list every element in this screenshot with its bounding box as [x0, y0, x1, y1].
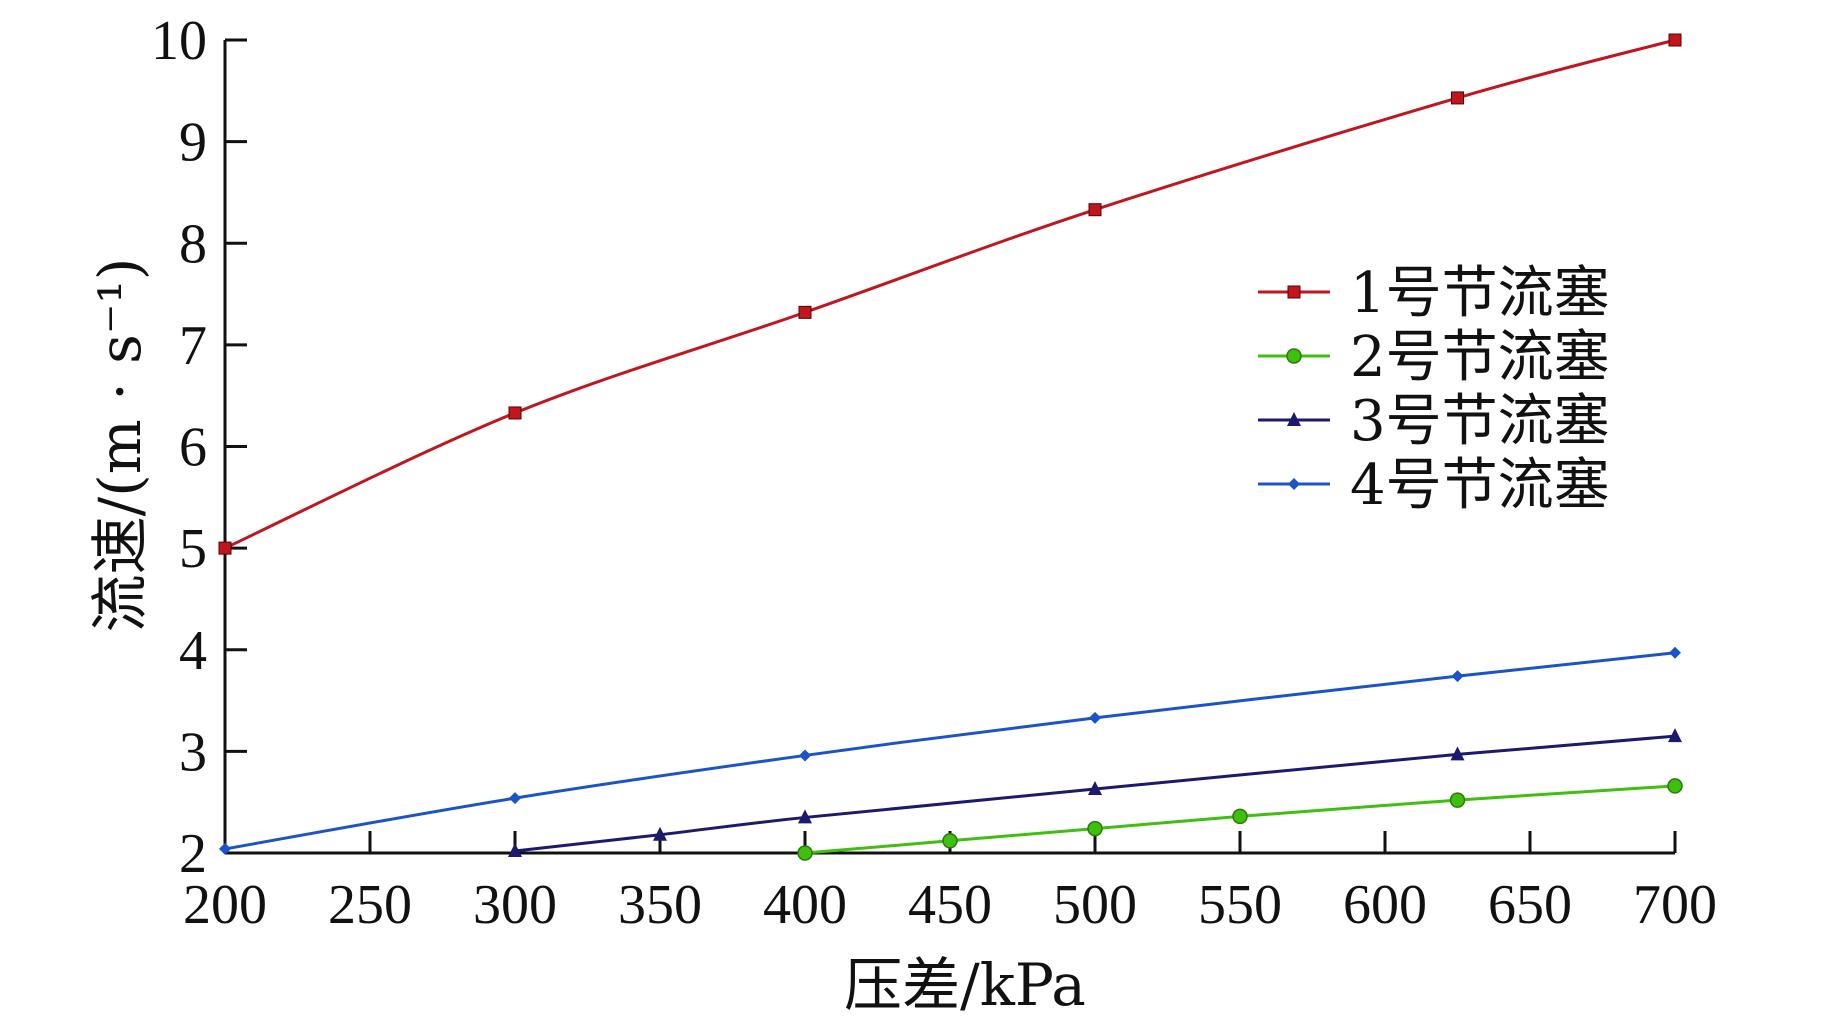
- y-tick-label: 3: [179, 721, 207, 783]
- y-tick-label: 10: [151, 10, 207, 72]
- y-tick-label: 2: [179, 823, 207, 885]
- x-tick-label: 250: [328, 874, 412, 936]
- x-tick-label: 650: [1488, 874, 1572, 936]
- series-markers: [218, 33, 1683, 861]
- data-point-series-4: [219, 842, 231, 855]
- y-ticks: 2 3 4 5 6 7 8 9 10: [151, 10, 247, 885]
- y-tick-label: 5: [179, 518, 207, 580]
- x-axis-label: 压差/kPa: [844, 951, 1086, 1016]
- data-point-series-2: [1087, 820, 1103, 837]
- x-tick-label: 200: [183, 874, 267, 936]
- y-tick-label: 9: [179, 112, 207, 174]
- legend-marker: [1287, 285, 1301, 299]
- legend-item-1: 1号节流塞: [1258, 261, 1610, 326]
- legend-marker: [1286, 348, 1302, 364]
- data-point-series-3: [653, 826, 667, 841]
- data-point-series-1: [218, 541, 232, 555]
- x-tick-label: 700: [1633, 874, 1717, 936]
- y-axis-label: 流速/(m · s⁻¹): [86, 258, 154, 633]
- data-point-series-3: [508, 842, 522, 857]
- data-point-series-2: [1449, 792, 1466, 808]
- data-point-series-3: [798, 809, 812, 824]
- x-ticks: 200 250 300 350 400 450 500 550 600 650 700: [183, 831, 1717, 936]
- x-tick-label: 600: [1343, 874, 1427, 936]
- legend-item-2: 2号节流塞: [1258, 325, 1610, 390]
- data-point-series-1: [798, 305, 812, 319]
- x-tick-label: 400: [763, 874, 847, 936]
- data-point-series-2: [797, 845, 813, 861]
- data-point-series-4: [1669, 646, 1681, 659]
- data-point-series-2: [1232, 808, 1248, 825]
- legend-label: 1号节流塞: [1350, 261, 1610, 326]
- x-tick-label: 550: [1198, 874, 1282, 936]
- data-point-series-3: [1668, 728, 1682, 743]
- data-point-series-3: [1450, 746, 1465, 761]
- x-tick-label: 300: [473, 874, 557, 936]
- legend-item-4: 4号节流塞: [1258, 453, 1610, 518]
- data-point-series-1: [1668, 33, 1682, 47]
- data-point-series-2: [1667, 778, 1683, 794]
- x-tick-label: 350: [618, 874, 702, 936]
- y-tick-label: 8: [179, 213, 207, 275]
- y-tick-label: 6: [179, 417, 207, 479]
- legend-marker: [1287, 412, 1301, 426]
- data-point-series-1: [508, 406, 522, 420]
- data-point-series-1: [1088, 203, 1102, 217]
- legend-label: 3号节流塞: [1350, 389, 1610, 454]
- x-tick-label: 450: [908, 874, 992, 936]
- data-point-series-4: [1089, 711, 1101, 724]
- y-tick-label: 4: [179, 620, 207, 682]
- data-point-series-4: [1451, 670, 1464, 683]
- data-point-series-3: [1088, 780, 1102, 795]
- legend-label: 2号节流塞: [1350, 325, 1610, 390]
- data-point-series-4: [509, 792, 521, 805]
- legend-item-3: 3号节流塞: [1258, 389, 1610, 454]
- y-tick-label: 7: [179, 315, 207, 377]
- legend-label: 4号节流塞: [1350, 453, 1610, 518]
- data-point-series-4: [799, 749, 811, 762]
- x-tick-label: 500: [1053, 874, 1137, 936]
- data-point-series-1: [1451, 91, 1464, 105]
- legend-marker: [1288, 478, 1300, 490]
- series-line-2: [804, 784, 1676, 855]
- data-point-series-2: [942, 833, 958, 849]
